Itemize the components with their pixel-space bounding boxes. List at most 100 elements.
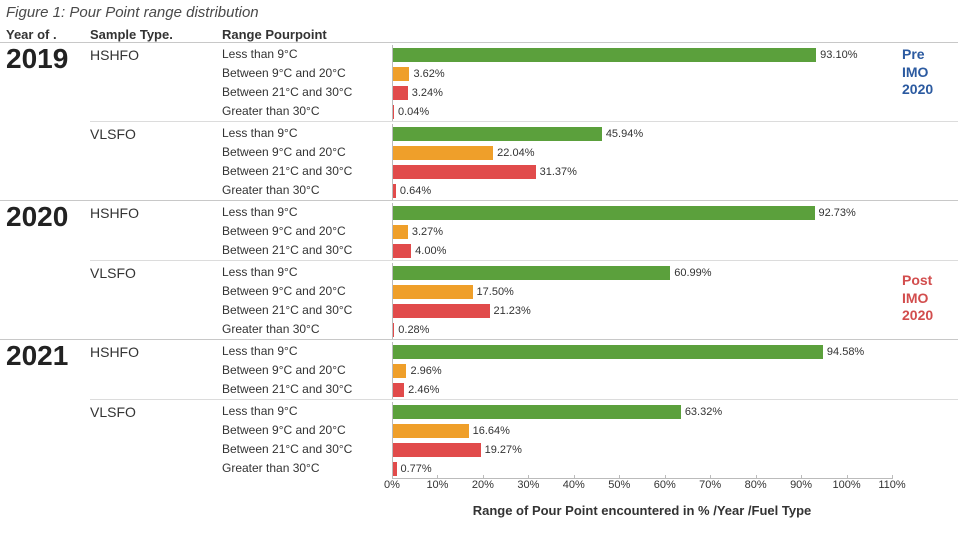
range-label: Between 9°C and 20°C bbox=[222, 421, 392, 440]
range-label: Between 9°C and 20°C bbox=[222, 222, 392, 241]
bars-block: 92.73% 3.27% 4.00% bbox=[392, 203, 892, 260]
bar-value-label: 0.28% bbox=[398, 324, 429, 336]
bar-value-label: 2.46% bbox=[408, 384, 439, 396]
x-axis: 0%10%20%30%40%50%60%70%80%90%100%110% Ra… bbox=[392, 478, 892, 518]
bar-value-label: 45.94% bbox=[606, 128, 643, 140]
bar-row: 60.99% bbox=[393, 263, 892, 282]
bar bbox=[393, 105, 394, 119]
bar-row: 19.27% bbox=[393, 440, 892, 459]
year-row: 2020HSHFOLess than 9°CBetween 9°C and 20… bbox=[0, 201, 958, 339]
header-year: Year of . bbox=[6, 27, 90, 42]
range-label: Between 21°C and 30°C bbox=[222, 83, 392, 102]
sample-label: HSHFO bbox=[90, 45, 222, 121]
bar bbox=[393, 206, 815, 220]
year-row: 2021HSHFOLess than 9°CBetween 9°C and 20… bbox=[0, 340, 958, 478]
bar bbox=[393, 184, 396, 198]
bar bbox=[393, 323, 394, 337]
bar-value-label: 3.27% bbox=[412, 226, 443, 238]
bar bbox=[393, 424, 469, 438]
bar bbox=[393, 127, 602, 141]
year-row: 2019HSHFOLess than 9°CBetween 9°C and 20… bbox=[0, 43, 958, 200]
header-range: Range Pourpoint bbox=[222, 27, 392, 42]
tick-label: 30% bbox=[517, 479, 539, 491]
bar-row: 2.46% bbox=[393, 380, 892, 399]
figure-title: Figure 1: Pour Point range distribution bbox=[0, 0, 958, 27]
bar bbox=[393, 304, 490, 318]
year-block: 2021HSHFOLess than 9°CBetween 9°C and 20… bbox=[0, 339, 958, 478]
range-label: Between 9°C and 20°C bbox=[222, 282, 392, 301]
header-sample: Sample Type. bbox=[90, 27, 222, 42]
bar bbox=[393, 48, 816, 62]
range-label: Between 9°C and 20°C bbox=[222, 143, 392, 162]
bar-value-label: 17.50% bbox=[477, 286, 514, 298]
bars-block: 45.94% 22.04% 31.37% 0.64% bbox=[392, 124, 892, 200]
tick-label: 0% bbox=[384, 479, 400, 491]
bar-value-label: 0.04% bbox=[398, 106, 429, 118]
bar-row: 22.04% bbox=[393, 143, 892, 162]
bar-row: 0.77% bbox=[393, 459, 892, 478]
sample-label: HSHFO bbox=[90, 203, 222, 260]
bars-block: 94.58%2.96%2.46% bbox=[392, 342, 892, 399]
range-label: Less than 9°C bbox=[222, 263, 392, 282]
range-labels: Less than 9°CBetween 9°C and 20°CBetween… bbox=[222, 263, 392, 339]
range-label: Greater than 30°C bbox=[222, 320, 392, 339]
sample-label: VLSFO bbox=[90, 402, 222, 478]
range-label: Less than 9°C bbox=[222, 124, 392, 143]
tick-label: 80% bbox=[745, 479, 767, 491]
bar-row: 3.24% bbox=[393, 83, 892, 102]
bar bbox=[393, 443, 481, 457]
bars-block: 93.10% 3.62% 3.24% 0.04% bbox=[392, 45, 892, 121]
bar bbox=[393, 285, 473, 299]
bar bbox=[393, 146, 493, 160]
bar-value-label: 94.58% bbox=[827, 346, 864, 358]
year-label: 2021 bbox=[6, 340, 90, 478]
bar-value-label: 0.64% bbox=[400, 185, 431, 197]
bar-row: 3.62% bbox=[393, 64, 892, 83]
chart-body: 2019HSHFOLess than 9°CBetween 9°C and 20… bbox=[0, 42, 958, 478]
bar-value-label: 31.37% bbox=[540, 166, 577, 178]
range-label: Between 21°C and 30°C bbox=[222, 440, 392, 459]
period-annotation: PreIMO2020 bbox=[902, 46, 956, 99]
bar-value-label: 60.99% bbox=[674, 267, 711, 279]
sample-label: VLSFO bbox=[90, 124, 222, 200]
bar-row: 94.58% bbox=[393, 342, 892, 361]
bar-value-label: 93.10% bbox=[820, 49, 857, 61]
bar-row: 45.94% bbox=[393, 124, 892, 143]
range-label: Less than 9°C bbox=[222, 342, 392, 361]
tick-label: 40% bbox=[563, 479, 585, 491]
range-label: Less than 9°C bbox=[222, 203, 392, 222]
bar bbox=[393, 462, 397, 476]
tick-label: 50% bbox=[608, 479, 630, 491]
bar bbox=[393, 345, 823, 359]
range-label: Greater than 30°C bbox=[222, 102, 392, 121]
tick-label: 70% bbox=[699, 479, 721, 491]
bar bbox=[393, 67, 409, 81]
bar bbox=[393, 405, 681, 419]
range-label: Greater than 30°C bbox=[222, 181, 392, 200]
range-labels: Less than 9°CBetween 9°C and 20°CBetween… bbox=[222, 124, 392, 200]
bar-row: 0.64% bbox=[393, 181, 892, 200]
sample-label: VLSFO bbox=[90, 263, 222, 339]
bar-value-label: 21.23% bbox=[494, 305, 531, 317]
bars-block: 60.99% 17.50% 21.23% 0.28% bbox=[392, 263, 892, 339]
range-label: Between 21°C and 30°C bbox=[222, 380, 392, 399]
bar-value-label: 3.24% bbox=[412, 87, 443, 99]
bar-value-label: 3.62% bbox=[413, 68, 444, 80]
bar-row: 3.27% bbox=[393, 222, 892, 241]
tick-label: 110% bbox=[878, 479, 905, 491]
year-block: 2019HSHFOLess than 9°CBetween 9°C and 20… bbox=[0, 42, 958, 200]
sample-label: HSHFO bbox=[90, 342, 222, 399]
bar bbox=[393, 266, 670, 280]
year-label: 2020 bbox=[6, 201, 90, 339]
range-label: Between 9°C and 20°C bbox=[222, 64, 392, 83]
bar-value-label: 63.32% bbox=[685, 406, 722, 418]
bar-value-label: 92.73% bbox=[819, 207, 856, 219]
tick-label: 90% bbox=[790, 479, 812, 491]
range-label: Between 21°C and 30°C bbox=[222, 162, 392, 181]
bar-value-label: 4.00% bbox=[415, 245, 446, 257]
bar-row: 4.00% bbox=[393, 241, 892, 260]
range-label: Less than 9°C bbox=[222, 45, 392, 64]
range-labels: Less than 9°CBetween 9°C and 20°CBetween… bbox=[222, 402, 392, 478]
bar-row: 17.50% bbox=[393, 282, 892, 301]
bar-value-label: 19.27% bbox=[485, 444, 522, 456]
